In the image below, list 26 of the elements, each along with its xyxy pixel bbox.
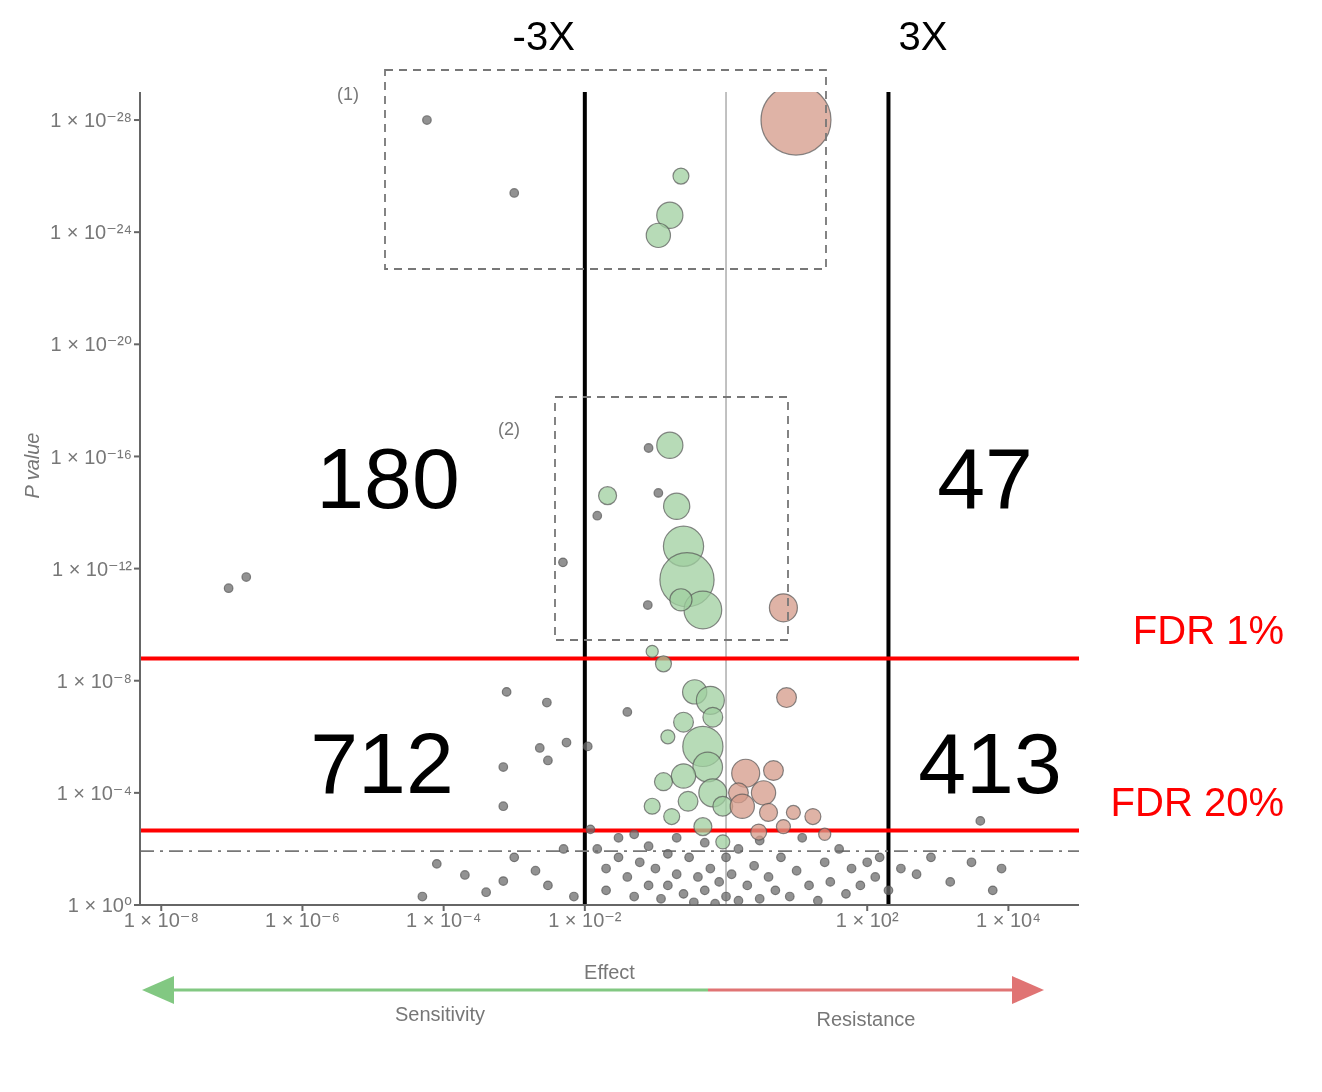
text: Sensitivity	[394, 1003, 486, 1025]
x-axis-title: Effect	[584, 961, 636, 983]
x-tick-label: 1 × 10²	[835, 909, 899, 932]
ref-line-label: FDR 20%	[1110, 780, 1284, 825]
annotation: (1)	[337, 84, 359, 104]
x-tick-label: 1 × 10⁻⁴	[405, 909, 482, 932]
annotation: (2)	[498, 419, 520, 439]
ref-line-label: -3X	[512, 14, 575, 58]
y-tick-label: 1 × 10⁻²⁴	[50, 221, 132, 244]
y-tick-label: 1 × 10⁻¹⁶	[50, 445, 132, 468]
text: Resistance	[816, 1008, 916, 1030]
annotation: 180	[316, 430, 460, 526]
x-tick-label: 1 × 10⁴	[976, 909, 1041, 932]
y-tick-label: 1 × 10⁻²⁸	[50, 109, 132, 132]
y-tick-label: 1 × 10⁻⁸	[56, 669, 132, 692]
y-axis-title: P value	[21, 432, 44, 499]
annotation: 712	[310, 715, 454, 811]
y-tick-label: 1 × 10⁻⁴	[56, 781, 132, 804]
y-tick-label: 1 × 10⁻¹²	[51, 557, 133, 580]
annotation: 47	[937, 430, 1033, 526]
ref-line-label: FDR 1%	[1132, 608, 1284, 653]
y-tick-label: 1 × 10⁻²⁰	[50, 333, 132, 356]
ref-line-label: 3X	[898, 14, 948, 58]
annotation: 413	[918, 715, 1062, 811]
x-tick-label: 1 × 10⁻²	[548, 909, 622, 932]
x-tick-label: 1 × 10⁻⁶	[264, 909, 340, 932]
